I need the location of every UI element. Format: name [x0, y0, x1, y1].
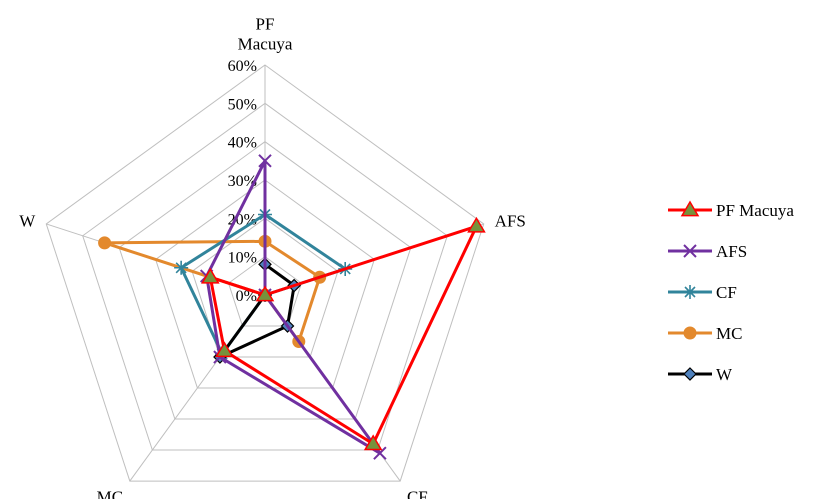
category-label: W [19, 211, 36, 230]
legend-item-afs: AFS [668, 242, 747, 261]
series-line-w [218, 262, 296, 359]
grid-ring [45, 64, 485, 482]
data-point-cf [174, 260, 189, 275]
tick-label: 60% [228, 58, 257, 75]
legend-label: W [716, 365, 733, 384]
series-line-afs [205, 159, 382, 455]
tick-label: 10% [228, 250, 257, 267]
grid-ring [118, 141, 412, 420]
legend: PF Macuya AFS CF MC W [668, 200, 794, 384]
legend-label: CF [716, 283, 737, 302]
data-point-mc [98, 236, 112, 250]
data-point-pf-macuya [363, 434, 383, 451]
category-axis-labels: PF Macuya AFS CF MC W [19, 15, 526, 499]
category-label: CF [407, 487, 428, 499]
series-line-pf-macuya [208, 224, 478, 446]
legend-label: PF Macuya [716, 201, 794, 220]
series-pf-macuya [201, 216, 486, 451]
data-point-pf-macuya [201, 267, 220, 284]
category-label: AFS [495, 211, 526, 230]
data-point-afs [258, 154, 272, 168]
data-point-pf-macuya [467, 216, 486, 233]
tick-label: 30% [228, 173, 257, 190]
legend-marker-mc [683, 326, 697, 340]
grid-ring [227, 256, 303, 327]
category-label: PF Macuya [238, 15, 293, 54]
legend-label: AFS [716, 242, 747, 261]
legend-item-pf-macuya: PF Macuya [668, 200, 794, 220]
data-point-pf-macuya [215, 341, 234, 358]
legend-marker-pf-macuya [680, 200, 700, 217]
legend-item-mc: MC [668, 324, 742, 343]
tick-label: 50% [228, 96, 257, 113]
data-series [98, 154, 486, 460]
legend-marker-w [683, 367, 697, 381]
grid-ring [82, 102, 448, 451]
grid-ring [191, 217, 339, 358]
legend-item-cf: CF [668, 283, 737, 302]
radial-tick-labels: 0%10%20%30%40%50%60% [228, 58, 257, 305]
category-label: MC [97, 487, 123, 499]
legend-marker-afs [683, 244, 697, 258]
tick-label: 40% [228, 135, 257, 152]
tick-label: 0% [236, 288, 257, 305]
legend-marker-cf [683, 285, 697, 299]
legend-item-w: W [668, 365, 733, 384]
data-point-pf-macuya [255, 285, 275, 302]
legend-label: MC [716, 324, 742, 343]
grid-ring [155, 179, 375, 389]
